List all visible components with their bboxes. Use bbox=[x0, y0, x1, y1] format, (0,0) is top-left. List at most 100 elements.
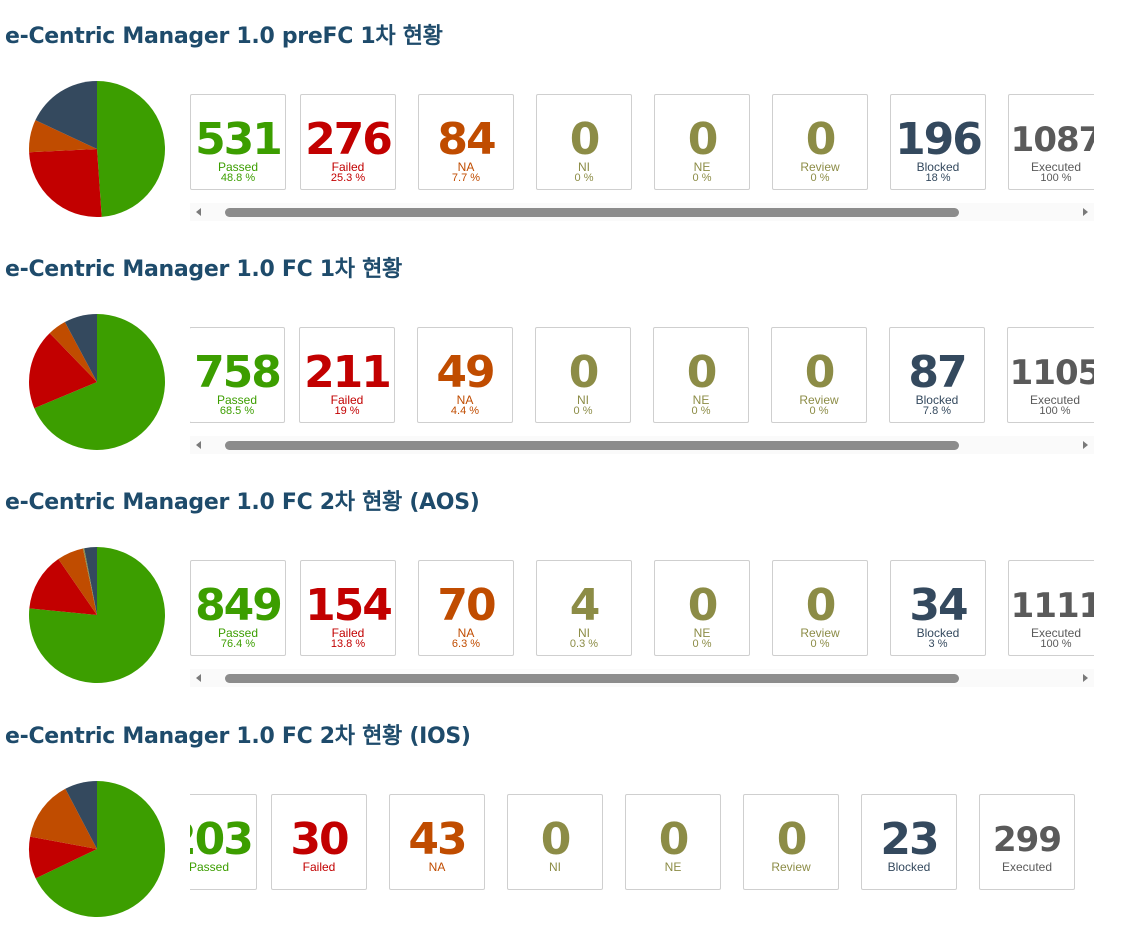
stat-label: Review bbox=[771, 860, 811, 874]
stat-card-passed: 531 Passed 48.8 % bbox=[190, 94, 286, 190]
stat-label: NI bbox=[549, 860, 561, 874]
pie-slice-na bbox=[30, 788, 98, 849]
stat-label: NI bbox=[578, 160, 590, 174]
stat-card-review: 0 Review bbox=[743, 794, 839, 890]
stat-value: 299 bbox=[993, 820, 1062, 860]
horizontal-scrollbar[interactable] bbox=[190, 203, 1094, 221]
stat-value: 1087 bbox=[1010, 120, 1094, 160]
stat-card-failed: 276 Failed 25.3 % bbox=[300, 94, 396, 190]
stat-value: 0 bbox=[686, 347, 718, 398]
stat-card-blocked: 34 Blocked 3 % bbox=[890, 560, 986, 656]
stat-label: NA bbox=[457, 160, 475, 174]
stat-card-na: 84 NA 7.7 % bbox=[418, 94, 514, 190]
pie-slice-failed bbox=[28, 333, 97, 409]
stat-cards-viewport: 849 Passed 76.4 % 154 Failed 13.8 % 70 NA 6.3 % 4… bbox=[190, 560, 1094, 662]
scroll-left-icon[interactable] bbox=[196, 674, 201, 682]
stat-percent: 6.3 % bbox=[451, 638, 481, 650]
stat-label: NE bbox=[692, 393, 710, 407]
pie-slice-ni bbox=[82, 548, 97, 615]
stat-label: Review bbox=[800, 160, 840, 174]
stat-card-failed: 30 Failed bbox=[271, 794, 367, 890]
stat-percent: 7.7 % bbox=[451, 172, 481, 184]
stat-value: 758 bbox=[194, 347, 282, 398]
stat-label: Blocked bbox=[916, 626, 960, 640]
stat-label: NA bbox=[428, 860, 446, 874]
stat-value: 276 bbox=[305, 114, 393, 165]
stat-label: NA bbox=[456, 393, 474, 407]
scroll-left-icon[interactable] bbox=[196, 441, 201, 449]
stat-card-executed: 1111 Executed 100 % bbox=[1008, 560, 1094, 656]
status-section: e-Centric Manager 1.0 FC 1차 현황 758 Passed 6… bbox=[0, 233, 1126, 466]
stat-card-blocked: 87 Blocked 7.8 % bbox=[889, 327, 985, 423]
stat-value: 30 bbox=[290, 814, 349, 865]
section-title: e-Centric Manager 1.0 FC 1차 현황 bbox=[5, 257, 402, 282]
pie-slice-blocked bbox=[35, 81, 97, 149]
stat-label: Review bbox=[799, 393, 839, 407]
section-title: e-Centric Manager 1.0 preFC 1차 현황 bbox=[5, 24, 443, 49]
pie-slice-blocked bbox=[65, 781, 97, 849]
stat-card-review: 0 Review 0 % bbox=[771, 327, 867, 423]
stat-card-ne: 0 NE 0 % bbox=[654, 94, 750, 190]
stat-percent: 0 % bbox=[574, 172, 594, 184]
stat-card-executed: 1087 Executed 100 % bbox=[1008, 94, 1094, 190]
stat-card-ni: 4 NI 0.3 % bbox=[536, 560, 632, 656]
stat-card-ni: 0 NI 0 % bbox=[535, 327, 631, 423]
stat-value: 23 bbox=[880, 814, 939, 865]
stat-value: 0 bbox=[569, 114, 601, 165]
status-section: e-Centric Manager 1.0 FC 2차 현황 (IOS) 203P… bbox=[0, 700, 1126, 933]
status-pie-chart bbox=[28, 314, 165, 450]
stat-percent: 19 % bbox=[334, 405, 360, 417]
scrollbar-thumb[interactable] bbox=[225, 674, 959, 683]
scrollbar-thumb[interactable] bbox=[225, 208, 959, 217]
stat-value: 49 bbox=[436, 347, 495, 398]
stat-value: 0 bbox=[687, 114, 719, 165]
stat-label: Failed bbox=[331, 160, 365, 174]
stat-percent: 100 % bbox=[1040, 638, 1072, 650]
scroll-right-icon[interactable] bbox=[1083, 674, 1088, 682]
scroll-right-icon[interactable] bbox=[1083, 208, 1088, 216]
stat-value: 87 bbox=[908, 347, 967, 398]
stat-label: Blocked bbox=[915, 393, 959, 407]
section-title: e-Centric Manager 1.0 FC 2차 현황 (IOS) bbox=[5, 724, 471, 749]
stat-value: 0 bbox=[568, 347, 600, 398]
stat-label: Passed bbox=[217, 626, 259, 640]
stat-card-blocked: 196 Blocked 18 % bbox=[890, 94, 986, 190]
stat-card-executed: 1105 Executed 100 % bbox=[1007, 327, 1094, 423]
stat-card-ne: 0 NE 0 % bbox=[654, 560, 750, 656]
section-title: e-Centric Manager 1.0 FC 2차 현황 (AOS) bbox=[5, 490, 480, 515]
horizontal-scrollbar[interactable] bbox=[190, 436, 1094, 454]
stat-value: 211 bbox=[304, 347, 392, 398]
stat-card-na: 49 NA 4.4 % bbox=[417, 327, 513, 423]
stat-value: 196 bbox=[895, 114, 983, 165]
stat-percent: 0 % bbox=[810, 638, 830, 650]
stat-value: 34 bbox=[909, 580, 968, 631]
stat-value: 0 bbox=[805, 580, 837, 631]
stat-card-ni: 0 NI bbox=[507, 794, 603, 890]
status-pie-chart bbox=[28, 547, 165, 683]
stat-value: 0 bbox=[804, 347, 836, 398]
stat-card-ni: 0 NI 0 % bbox=[536, 94, 632, 190]
stat-percent: 100 % bbox=[1040, 172, 1072, 184]
stat-label: Failed bbox=[331, 626, 365, 640]
stat-value: 0 bbox=[776, 814, 808, 865]
pie-slice-failed bbox=[29, 559, 97, 615]
stat-percent: 100 % bbox=[1039, 405, 1071, 417]
stat-percent: 4.4 % bbox=[450, 405, 480, 417]
stat-percent: 18 % bbox=[925, 172, 951, 184]
scrollbar-thumb[interactable] bbox=[225, 441, 959, 450]
stat-value: 849 bbox=[195, 580, 283, 631]
stat-percent: 0.3 % bbox=[569, 638, 599, 650]
pie-slice-na bbox=[29, 120, 98, 153]
stat-label: Passed bbox=[217, 160, 259, 174]
stat-card-failed: 154 Failed 13.8 % bbox=[300, 560, 396, 656]
scroll-right-icon[interactable] bbox=[1083, 441, 1088, 449]
pie-slice-na bbox=[49, 322, 97, 382]
stat-card-na: 70 NA 6.3 % bbox=[418, 560, 514, 656]
pie-slice-blocked bbox=[84, 547, 97, 615]
horizontal-scrollbar[interactable] bbox=[190, 669, 1094, 687]
stat-label: Passed bbox=[216, 393, 258, 407]
stat-cards-viewport: 758 Passed 68.5 % 211 Failed 19 % 49 NA 4.4 % 0 NI… bbox=[190, 327, 1094, 429]
scroll-left-icon[interactable] bbox=[196, 208, 201, 216]
stat-label: Executed bbox=[1029, 393, 1081, 407]
stat-label: NE bbox=[693, 160, 711, 174]
